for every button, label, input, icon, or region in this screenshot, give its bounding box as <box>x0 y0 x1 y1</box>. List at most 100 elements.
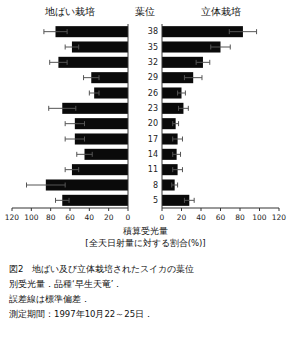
bar <box>94 87 128 98</box>
error-cap <box>196 60 197 65</box>
x-tick <box>70 208 71 211</box>
x-tick <box>108 208 109 211</box>
error-bar <box>77 152 92 157</box>
baseline <box>128 24 129 208</box>
error-cap <box>172 121 173 126</box>
error-line <box>77 154 92 155</box>
error-line <box>50 62 67 63</box>
error-bar <box>173 167 183 172</box>
error-cap <box>99 91 100 96</box>
error-cap <box>84 137 85 142</box>
plot-area <box>162 26 257 206</box>
y-tick-label: 14 <box>148 150 158 159</box>
y-tick-label: 38 <box>148 27 158 36</box>
error-bar <box>173 152 181 157</box>
bar <box>72 41 128 52</box>
x-tick <box>89 208 90 211</box>
error-line <box>65 123 84 124</box>
error-line <box>196 62 210 63</box>
x-tick <box>201 208 202 211</box>
error-cap <box>48 106 49 111</box>
error-cap <box>172 167 173 172</box>
error-cap <box>83 75 84 80</box>
error-line <box>184 77 202 78</box>
error-bar <box>178 91 186 96</box>
error-bar <box>172 183 178 188</box>
x-tick <box>259 208 260 211</box>
error-cap <box>172 152 173 157</box>
caption: 測定期間：1997年10月22～25日． <box>9 309 153 319</box>
error-line <box>65 139 84 140</box>
error-cap <box>89 91 90 96</box>
error-cap <box>188 106 189 111</box>
error-bar <box>184 75 202 80</box>
error-cap <box>201 75 202 80</box>
x-tick <box>240 208 241 211</box>
x-tick <box>50 208 51 211</box>
error-cap <box>67 60 68 65</box>
error-cap <box>180 152 181 157</box>
panel-title: 立体栽培 <box>201 6 241 17</box>
x-tick-label: 80 <box>46 213 56 222</box>
error-line <box>172 185 178 186</box>
x-tick-label: 100 <box>24 213 39 222</box>
error-line <box>173 139 183 140</box>
error-line <box>173 123 179 124</box>
error-line <box>49 108 76 109</box>
x-tick-label: 60 <box>65 213 75 222</box>
error-bar <box>50 60 67 65</box>
y-tick-label: 23 <box>148 104 158 113</box>
error-line <box>65 47 79 48</box>
error-line <box>184 200 194 201</box>
error-line <box>89 93 99 94</box>
x-tick-label: 40 <box>85 213 95 222</box>
error-cap <box>92 152 93 157</box>
error-bar <box>65 45 79 50</box>
y-tick-label: 32 <box>148 58 158 67</box>
error-cap <box>184 198 185 203</box>
error-bar <box>229 29 256 34</box>
error-line <box>179 108 189 109</box>
error-cap <box>65 137 66 142</box>
error-cap <box>182 137 183 142</box>
bar <box>58 57 128 68</box>
x-tick <box>162 208 163 211</box>
x-axis-title: [全天日射量に対する割合(%)] <box>85 238 205 248</box>
x-tick-label: 0 <box>126 213 131 222</box>
error-cap <box>65 45 66 50</box>
error-cap <box>65 167 66 172</box>
error-cap <box>55 198 56 203</box>
y-tick-label: 5 <box>153 196 158 205</box>
error-cap <box>67 29 68 34</box>
error-bar <box>27 183 66 188</box>
error-line <box>44 31 67 32</box>
error-cap <box>194 198 195 203</box>
error-cap <box>65 121 66 126</box>
x-tick <box>220 208 221 211</box>
error-line <box>211 47 231 48</box>
bar <box>72 164 128 175</box>
error-bar <box>65 121 84 126</box>
error-cap <box>171 183 172 188</box>
y-tick-label: 26 <box>148 89 158 98</box>
page: {"chart_data": [ {"type": "bar", "orient… <box>0 0 291 349</box>
error-cap <box>177 183 178 188</box>
error-cap <box>69 198 70 203</box>
error-bar <box>56 198 70 203</box>
x-tick-label: 0 <box>160 213 165 222</box>
error-line <box>229 31 256 32</box>
error-cap <box>256 29 257 34</box>
error-cap <box>209 60 210 65</box>
error-bar <box>49 106 76 111</box>
error-line <box>56 200 70 201</box>
error-line <box>173 154 181 155</box>
error-cap <box>84 121 85 126</box>
y-tick-label: 17 <box>148 135 158 144</box>
error-cap <box>185 91 186 96</box>
error-cap <box>184 75 185 80</box>
caption: 別受光量．品種‘早生天竜’． <box>9 279 122 289</box>
baseline <box>162 24 163 208</box>
error-bar <box>65 167 79 172</box>
chart: 120100806040200地ばい栽培積算受光量[全天日射量に対する割合(%)… <box>0 0 291 349</box>
error-cap <box>210 45 211 50</box>
